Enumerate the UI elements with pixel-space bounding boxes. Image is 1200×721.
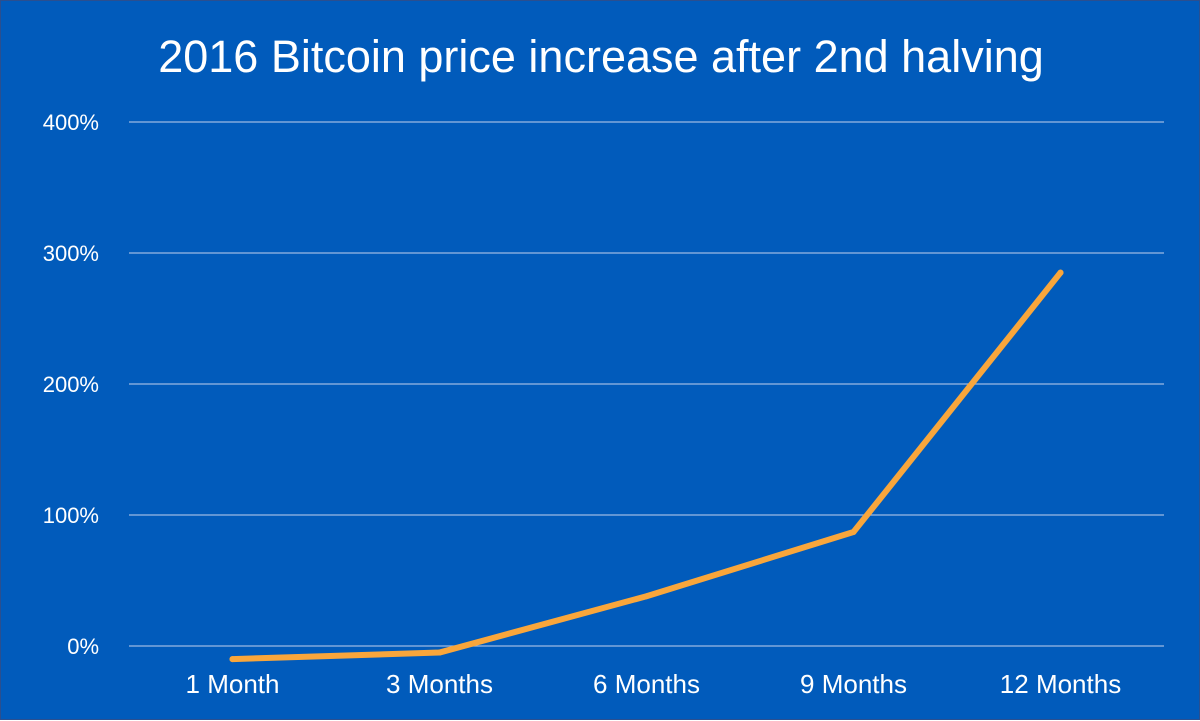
chart-title: 2016 Bitcoin price increase after 2nd ha… (158, 31, 1044, 82)
data-point (229, 656, 236, 663)
y-tick-label: 400% (43, 110, 99, 135)
data-point (1057, 269, 1064, 276)
data-point (850, 529, 857, 536)
y-tick-label: 200% (43, 372, 99, 397)
x-axis-tick-labels: 1 Month 3 Months 6 Months 9 Months 12 Months (186, 669, 1122, 699)
x-tick-label: 1 Month (186, 669, 280, 699)
gridlines (129, 121, 1164, 647)
x-tick-label: 6 Months (593, 669, 700, 699)
x-tick-label: 3 Months (386, 669, 493, 699)
x-tick-label: 9 Months (800, 669, 907, 699)
data-point (436, 649, 443, 656)
y-tick-label: 100% (43, 503, 99, 528)
y-tick-label: 300% (43, 241, 99, 266)
x-tick-label: 12 Months (1000, 669, 1121, 699)
data-point (643, 593, 650, 600)
series-lines (229, 269, 1064, 663)
y-tick-label: 0% (67, 634, 99, 659)
y-axis-tick-labels: 0% 100% 200% 300% 400% (43, 110, 99, 659)
series-line (229, 269, 1064, 663)
